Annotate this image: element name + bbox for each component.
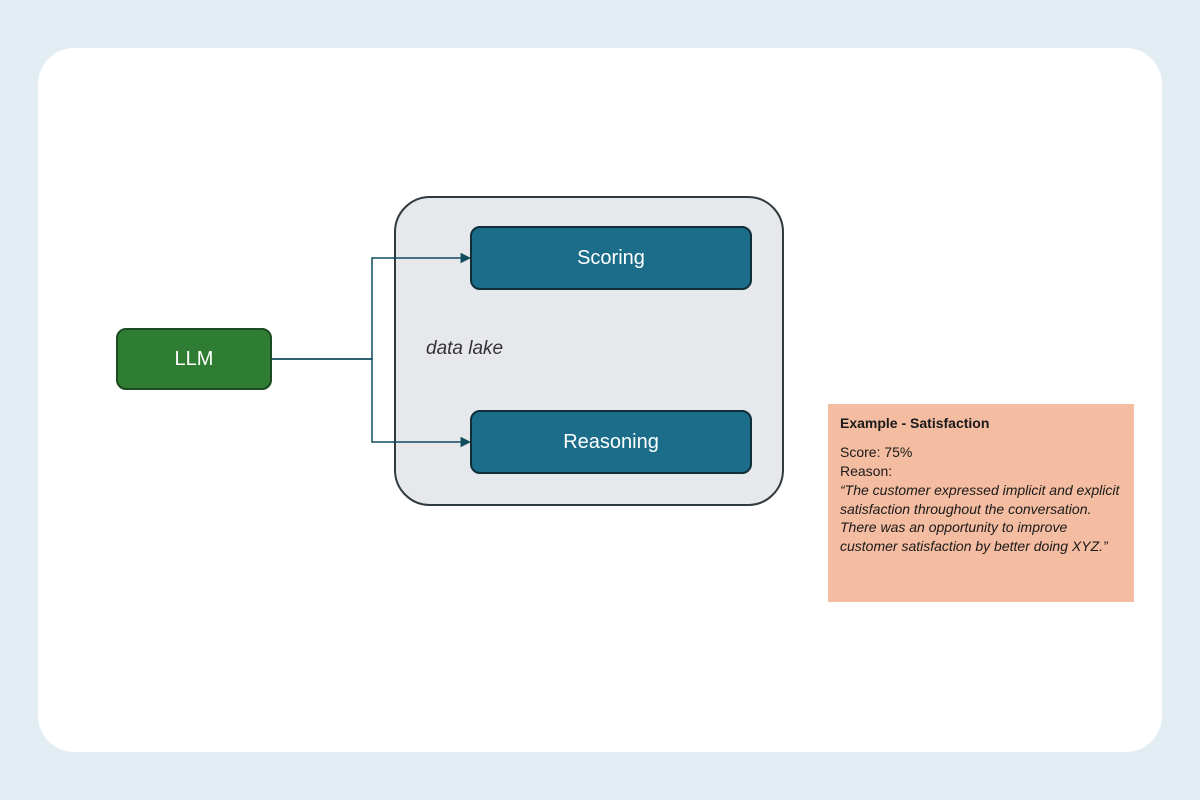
llm-node: LLM (116, 328, 272, 390)
diagram-stage: data lake LLM Scoring Reasoning Example … (38, 48, 1162, 752)
reasoning-node: Reasoning (470, 410, 752, 474)
edge-llm-to-reasoning (272, 359, 470, 442)
connectors-layer (38, 48, 1162, 752)
page-background: data lake LLM Scoring Reasoning Example … (0, 0, 1200, 800)
llm-node-label: LLM (175, 348, 214, 371)
edge-llm-to-scoring (272, 258, 470, 359)
example-reason-label: Reason: (840, 462, 1122, 481)
example-score: Score: 75% (840, 443, 1122, 462)
scoring-node-label: Scoring (577, 247, 645, 270)
scoring-node: Scoring (470, 226, 752, 290)
reasoning-node-label: Reasoning (563, 431, 659, 454)
example-reason-text: “The customer expressed implicit and exp… (840, 481, 1122, 557)
example-callout: Example - Satisfaction Score: 75% Reason… (828, 404, 1134, 602)
content-card: data lake LLM Scoring Reasoning Example … (38, 48, 1162, 752)
example-title: Example - Satisfaction (840, 414, 1122, 433)
